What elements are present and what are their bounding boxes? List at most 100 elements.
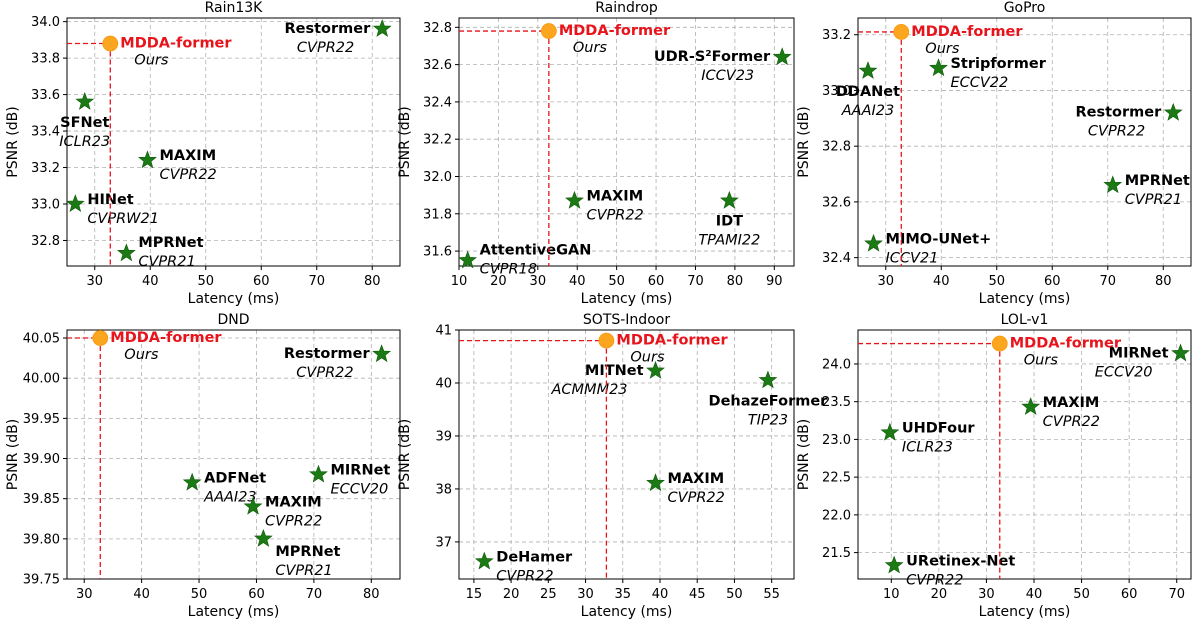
plot-frame	[857, 329, 1192, 580]
y-tick-label: 31.8	[423, 207, 452, 222]
method-star-marker	[565, 190, 584, 209]
panel-dnd: 30 40 50 60 70 80 39.75 39.80 39.85 39.90 39.95 40.…	[5, 312, 401, 620]
x-tick-label: 20	[931, 587, 948, 602]
x-tick-label: 30	[76, 587, 93, 602]
method-name-label: ADFNet	[204, 471, 266, 487]
method-venue-label: CVPR21	[138, 254, 195, 270]
method-venue-label: ECCV20	[330, 482, 388, 498]
y-tick-label: 41	[435, 324, 452, 339]
panel-sots-indoor: 15 20 25 30 35 40 45 50 55 37 38 39 40 41 SOTS-Indoor L…	[397, 312, 828, 620]
x-tick-label: 30	[530, 274, 547, 289]
y-axis-label: PSNR (dB)	[796, 419, 812, 490]
ours-venue-label: Ours	[925, 41, 960, 57]
y-tick-label: 39.95	[23, 412, 60, 427]
method-name-label: DDANet	[836, 84, 900, 100]
y-tick-label: 22.5	[822, 471, 851, 486]
method-star-marker	[646, 473, 665, 492]
y-tick-label: 33.0	[822, 84, 851, 99]
plot-frame	[458, 17, 795, 267]
method-star-marker	[858, 61, 878, 79]
method-venue-label: CVPR22	[496, 569, 553, 585]
y-tick-label: 39.75	[23, 573, 60, 588]
method-venue-label: CVPR22	[668, 490, 725, 506]
method-star-marker	[75, 92, 95, 110]
x-tick-label: 70	[687, 274, 704, 289]
method-name-label: Stripformer	[950, 56, 1046, 72]
x-tick-label: 30	[877, 274, 894, 289]
x-axis-label: Latency (ms)	[979, 604, 1071, 620]
y-tick-label: 32.8	[423, 21, 452, 36]
y-tick-label: 39	[435, 429, 452, 444]
method-name-label: UDR-S²Former	[654, 49, 771, 65]
x-tick-label: 50	[191, 587, 208, 602]
method-star-marker	[646, 360, 665, 379]
y-tick-label: 32.8	[31, 234, 60, 249]
method-star-marker	[309, 464, 328, 483]
method-star-marker	[884, 555, 904, 574]
method-name-label: UHDFour	[902, 421, 976, 437]
ours-circle-marker	[991, 335, 1008, 352]
method-name-label: SFNet	[60, 115, 109, 131]
method-star-marker	[1171, 343, 1190, 362]
method-star-marker	[458, 250, 478, 269]
method-name-label: MIMO-UNet+	[886, 232, 992, 248]
method-venue-label: CVPR21	[1125, 192, 1182, 208]
method-star-marker	[1021, 397, 1041, 415]
y-tick-label: 32.4	[822, 251, 851, 266]
method-name-label: MAXIM	[668, 471, 725, 487]
x-tick-label: 40	[1026, 587, 1043, 602]
method-star-marker	[182, 472, 202, 491]
x-tick-label: 35	[615, 587, 632, 602]
x-tick-label: 80	[364, 274, 381, 289]
x-tick-label: 40	[652, 587, 669, 602]
method-venue-label: CVPR18	[480, 261, 537, 277]
method-star-marker	[372, 19, 392, 37]
x-tick-label: 50	[608, 274, 625, 289]
x-tick-label: 10	[451, 274, 468, 289]
method-venue-label: CVPRW21	[87, 211, 159, 227]
method-star-marker	[864, 233, 883, 252]
x-tick-label: 50	[988, 274, 1005, 289]
panel-title: DND	[217, 312, 249, 328]
plot-frame	[66, 17, 401, 267]
x-tick-label: 50	[197, 274, 214, 289]
method-name-label: MITNet	[585, 363, 644, 379]
method-name-label: MAXIM	[159, 148, 216, 164]
ours-name-label: MDDA-former	[911, 24, 1023, 40]
y-axis-label: PSNR (dB)	[5, 106, 21, 177]
x-tick-label: 50	[1073, 587, 1090, 602]
y-tick-label: 33.2	[822, 28, 851, 43]
method-venue-label: CVPR22	[1043, 414, 1100, 430]
x-tick-label: 10	[883, 587, 900, 602]
method-star-marker	[880, 422, 900, 441]
x-tick-label: 25	[540, 587, 557, 602]
method-star-marker	[719, 190, 739, 209]
method-venue-label: CVPR21	[275, 563, 332, 579]
method-name-label: AttentiveGAN	[480, 242, 592, 258]
plot-frame	[458, 329, 795, 580]
ours-venue-label: Ours	[573, 40, 608, 56]
method-name-label: Restormer	[284, 21, 371, 37]
method-star-marker	[758, 370, 778, 389]
method-venue-label: CVPR22	[906, 572, 963, 588]
plot-frame	[857, 17, 1192, 267]
method-name-label: DehazeFormer	[709, 393, 829, 409]
method-venue-label: CVPR22	[297, 40, 354, 56]
method-venue-label: ICCV21	[886, 251, 939, 267]
y-tick-label: 31.6	[423, 245, 452, 260]
x-tick-label: 55	[763, 587, 780, 602]
method-star-marker	[929, 58, 948, 77]
method-star-marker	[474, 551, 494, 570]
method-venue-label: TIP23	[748, 412, 788, 428]
panel-rain13k: 30 40 50 60 70 80 32.8 33.0 33.2 33.4 33.6 33.8 34.0…	[5, 0, 401, 307]
x-tick-label: 60	[1044, 274, 1061, 289]
ours-circle-marker	[540, 23, 557, 39]
y-tick-label: 32.2	[423, 133, 452, 148]
y-tick-label: 39.80	[23, 532, 60, 547]
ours-name-label: MDDA-former	[1010, 336, 1122, 352]
y-tick-label: 33.4	[31, 125, 60, 140]
method-star-marker	[772, 47, 792, 66]
method-name-label: MIRNet	[1109, 345, 1169, 361]
method-name-label: URetinex-Net	[906, 553, 1015, 569]
